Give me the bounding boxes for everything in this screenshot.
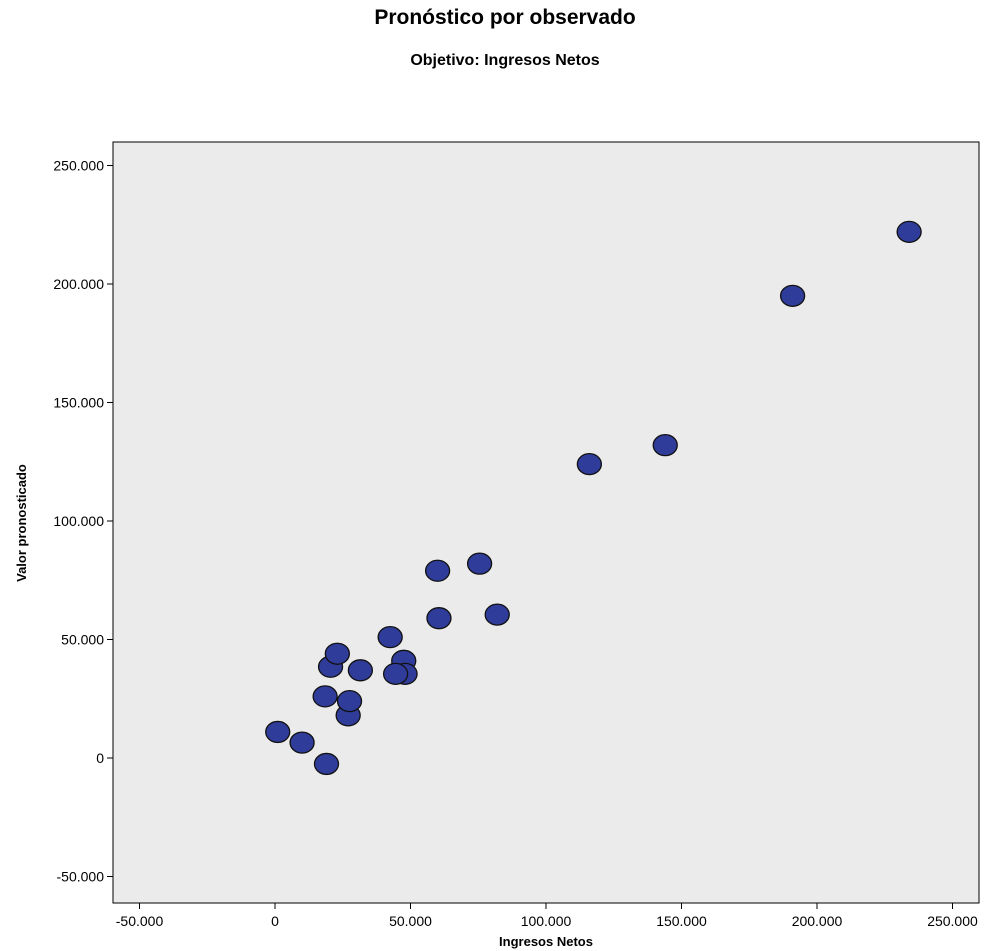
y-tick-label: 250.000 [53,158,104,174]
y-axis-title: Valor pronosticado [14,464,29,582]
scatter-point [426,607,452,630]
scatter-point [313,752,340,776]
y-tick-label: 200.000 [53,276,104,292]
scatter-point [466,552,493,575]
plot-area [112,141,980,904]
x-tick-label: 50.000 [389,913,432,929]
scatter-point [312,685,338,708]
x-tick-label: 0 [271,913,279,929]
scatter-point [377,625,403,649]
scatter-point [289,731,315,754]
scatter-point [896,220,922,244]
x-tick-label: 150.000 [656,913,707,929]
chart-title: Pronóstico por observado [374,6,636,29]
scatter-point [324,642,350,665]
y-tick-label: 150.000 [53,395,104,411]
y-axis: -50.000 0 50.000 100.000 150.000 200.000 250.0… [53,158,113,885]
scatter-point [779,284,806,308]
scatter-point [265,720,291,744]
scatter-point [336,689,363,713]
scatter-point [652,434,678,457]
scatter-point [424,559,451,582]
scatter-point [347,659,374,682]
scatter-point [382,662,409,686]
scatter-point [576,452,603,476]
x-tick-label: -50.000 [116,913,164,929]
x-tick-label: 250.000 [927,913,978,929]
y-tick-label: 0 [96,750,104,766]
x-axis-title: Ingresos Netos [499,934,593,949]
x-axis: -50.000 0 50.000 100.000 150.000 200.000 250.0… [116,903,978,929]
chart-subtitle: Objetivo: Ingresos Netos [410,52,600,69]
y-tick-label: -50.000 [57,869,105,885]
y-tick-label: 100.000 [53,513,104,529]
scatter-point [484,603,510,626]
y-tick-label: 50.000 [61,632,104,648]
x-tick-label: 200.000 [792,913,843,929]
data-points [265,220,922,776]
x-tick-label: 100.000 [521,913,572,929]
